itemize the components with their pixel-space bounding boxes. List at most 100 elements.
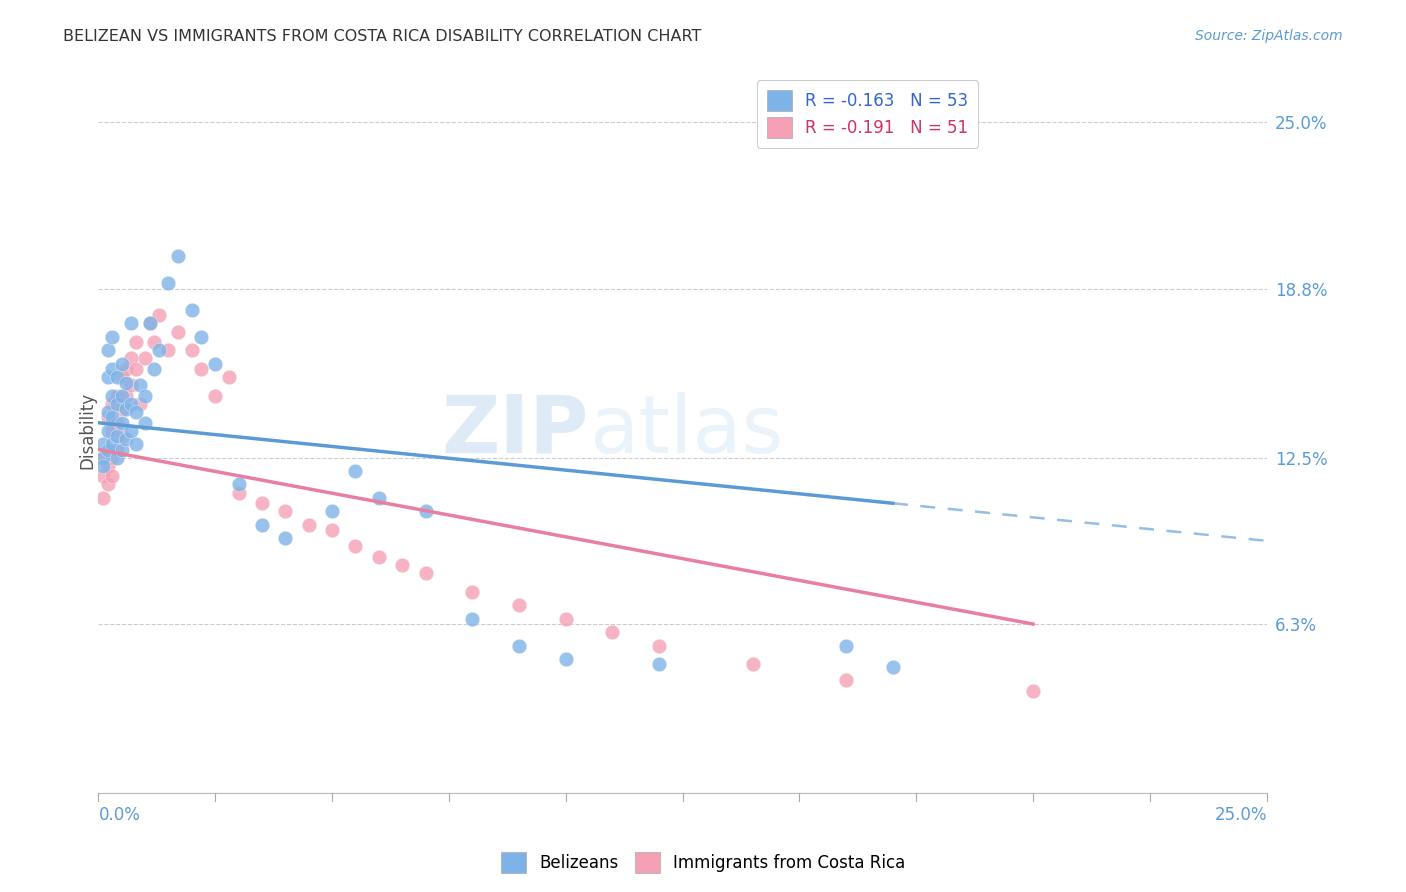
- Point: [105, 416, 128, 430]
- Point: [111, 416, 134, 430]
- Point: [101, 397, 124, 411]
- Point: [143, 335, 166, 350]
- Point: [461, 612, 484, 626]
- Point: [101, 437, 124, 451]
- Point: [228, 485, 250, 500]
- Point: [91, 458, 114, 473]
- Point: [125, 335, 148, 350]
- Point: [105, 442, 128, 457]
- Point: [204, 357, 226, 371]
- Point: [274, 531, 297, 545]
- Point: [134, 389, 156, 403]
- Point: [91, 437, 114, 451]
- Point: [554, 612, 576, 626]
- Point: [148, 309, 170, 323]
- Point: [134, 416, 156, 430]
- Point: [97, 477, 120, 491]
- Point: [157, 277, 180, 291]
- Point: [882, 660, 904, 674]
- Point: [602, 625, 624, 640]
- Point: [97, 458, 120, 473]
- Point: [97, 405, 120, 419]
- Point: [111, 402, 134, 417]
- Text: Source: ZipAtlas.com: Source: ZipAtlas.com: [1195, 29, 1343, 43]
- Point: [101, 469, 124, 483]
- Point: [125, 405, 148, 419]
- Point: [508, 639, 530, 653]
- Point: [115, 432, 138, 446]
- Point: [166, 249, 188, 263]
- Point: [101, 410, 124, 425]
- Point: [125, 437, 148, 451]
- Point: [321, 504, 343, 518]
- Point: [101, 389, 124, 403]
- Text: BELIZEAN VS IMMIGRANTS FROM COSTA RICA DISABILITY CORRELATION CHART: BELIZEAN VS IMMIGRANTS FROM COSTA RICA D…: [63, 29, 702, 44]
- Text: 0.0%: 0.0%: [98, 806, 141, 824]
- Point: [835, 639, 858, 653]
- Text: 25.0%: 25.0%: [1215, 806, 1267, 824]
- Point: [190, 330, 212, 344]
- Point: [180, 303, 202, 318]
- Point: [115, 376, 138, 390]
- Point: [97, 343, 120, 358]
- Y-axis label: Disability: Disability: [79, 392, 96, 469]
- Point: [367, 491, 389, 505]
- Point: [391, 558, 413, 572]
- Point: [115, 362, 138, 376]
- Point: [415, 504, 437, 518]
- Point: [125, 362, 148, 376]
- Point: [120, 424, 142, 438]
- Point: [101, 424, 124, 438]
- Point: [250, 496, 273, 510]
- Point: [97, 442, 120, 457]
- Point: [250, 517, 273, 532]
- Point: [97, 442, 120, 457]
- Point: [321, 523, 343, 537]
- Text: atlas: atlas: [589, 392, 783, 470]
- Point: [129, 378, 152, 392]
- Point: [139, 317, 162, 331]
- Point: [143, 362, 166, 376]
- Point: [120, 378, 142, 392]
- Point: [101, 362, 124, 376]
- Point: [741, 657, 763, 672]
- Point: [105, 389, 128, 403]
- Point: [111, 389, 134, 403]
- Point: [835, 673, 858, 688]
- Point: [105, 370, 128, 384]
- Point: [120, 397, 142, 411]
- Point: [274, 504, 297, 518]
- Point: [1022, 684, 1045, 698]
- Point: [344, 464, 367, 478]
- Point: [120, 351, 142, 366]
- Point: [111, 357, 134, 371]
- Point: [190, 362, 212, 376]
- Legend: R = -0.163   N = 53, R = -0.191   N = 51: R = -0.163 N = 53, R = -0.191 N = 51: [756, 80, 979, 148]
- Point: [105, 450, 128, 465]
- Point: [218, 370, 240, 384]
- Point: [157, 343, 180, 358]
- Point: [115, 389, 138, 403]
- Legend: Belizeans, Immigrants from Costa Rica: Belizeans, Immigrants from Costa Rica: [494, 846, 912, 880]
- Point: [101, 330, 124, 344]
- Point: [111, 429, 134, 443]
- Point: [134, 351, 156, 366]
- Point: [97, 424, 120, 438]
- Point: [148, 343, 170, 358]
- Point: [415, 566, 437, 580]
- Point: [111, 370, 134, 384]
- Point: [120, 317, 142, 331]
- Point: [166, 325, 188, 339]
- Point: [204, 389, 226, 403]
- Point: [298, 517, 321, 532]
- Point: [344, 539, 367, 553]
- Point: [461, 584, 484, 599]
- Point: [97, 370, 120, 384]
- Point: [105, 429, 128, 443]
- Point: [91, 491, 114, 505]
- Point: [105, 397, 128, 411]
- Point: [648, 639, 671, 653]
- Point: [508, 599, 530, 613]
- Point: [115, 402, 138, 417]
- Point: [91, 469, 114, 483]
